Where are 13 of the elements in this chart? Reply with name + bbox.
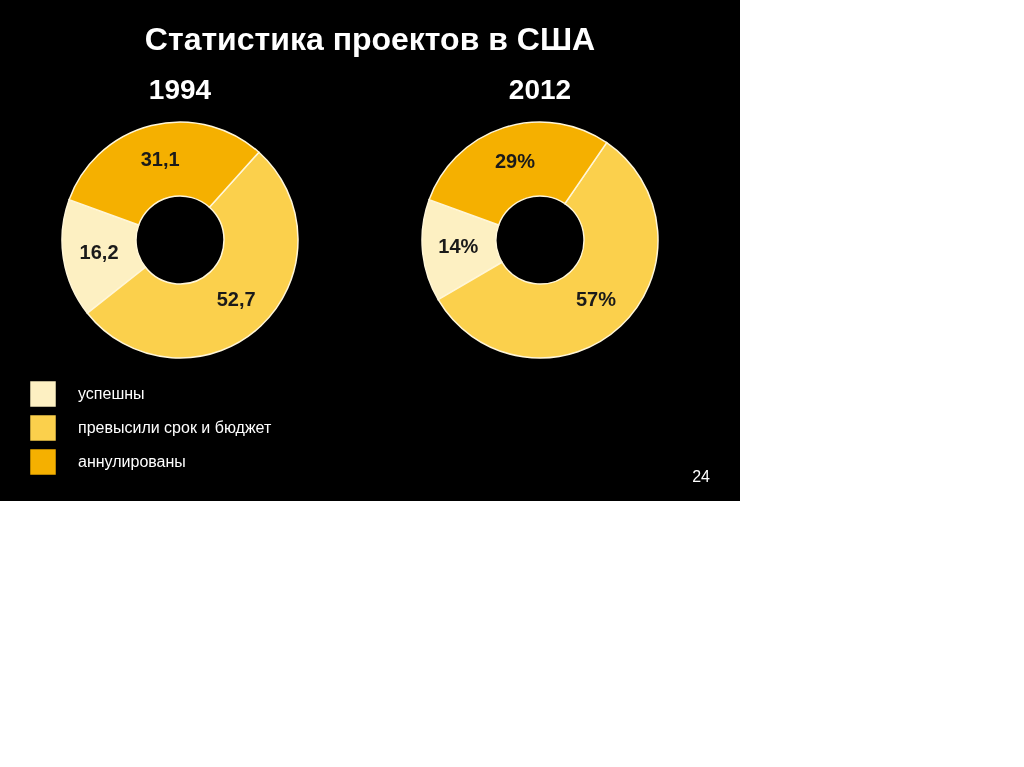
data-label: 57% [575,287,617,310]
data-label: 29% [494,149,536,172]
data-label: 52,7 [216,287,256,310]
text: 24 [692,468,711,485]
data-label: 16,2 [79,241,119,264]
data-label: 31,1 [140,148,180,171]
data-label: 14% [438,235,479,258]
legend-label: аннулированы [78,453,186,470]
legend-label: превысили срок и бюджет [78,419,272,436]
text: Статистика проектов в США [144,21,596,57]
legend-label: успешны [78,385,145,402]
chart-subtitle: 1994 [148,74,212,105]
chart-subtitle: 2012 [508,74,572,105]
